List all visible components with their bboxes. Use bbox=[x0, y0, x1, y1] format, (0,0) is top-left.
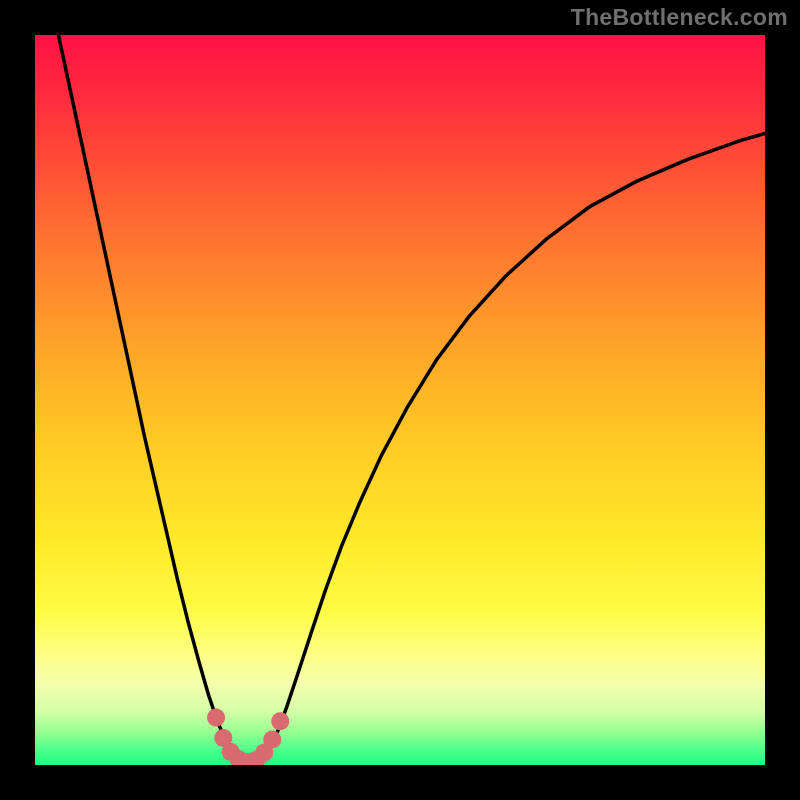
curve-layer bbox=[35, 35, 765, 765]
plot-area bbox=[35, 35, 765, 765]
curve-marker bbox=[263, 730, 281, 748]
chart-container: TheBottleneck.com bbox=[0, 0, 800, 800]
bottleneck-curve bbox=[57, 35, 765, 762]
curve-marker bbox=[271, 712, 289, 730]
attribution-text: TheBottleneck.com bbox=[571, 4, 788, 31]
curve-marker bbox=[207, 709, 225, 727]
